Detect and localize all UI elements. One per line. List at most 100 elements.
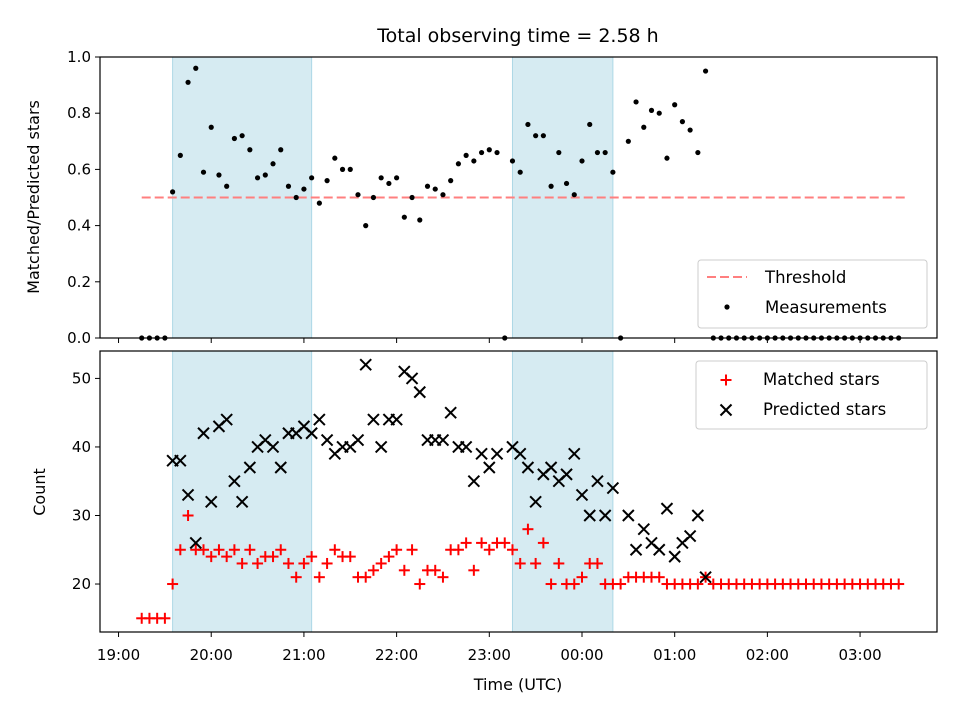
predicted-point — [683, 529, 697, 543]
matched-point — [460, 537, 472, 549]
predicted-point — [367, 413, 380, 426]
measurement-point — [239, 133, 245, 139]
legend-measurements-swatch — [724, 304, 730, 310]
predicted-point — [668, 550, 681, 563]
matched-point — [298, 557, 310, 569]
measurement-point — [533, 133, 539, 139]
measurement-point — [216, 172, 222, 178]
measurement-point — [679, 119, 686, 125]
measurement-point — [309, 175, 315, 181]
measurement-point — [324, 178, 330, 184]
predicted-point — [568, 447, 581, 461]
measurement-point — [656, 110, 662, 116]
bottom-legend: Matched stars Predicted stars — [695, 360, 928, 430]
top-legend-box — [697, 259, 928, 329]
matched-point — [367, 564, 379, 576]
matched-point — [553, 557, 565, 569]
matched-point — [290, 571, 302, 583]
measurement-point — [594, 149, 601, 156]
predicted-point — [467, 475, 481, 488]
legend-predicted-swatch — [719, 403, 733, 417]
measurement-point — [625, 138, 631, 144]
matched-point — [499, 537, 511, 549]
bottom-x-ticks: 19:00 20:00 21:00 22:00 23:00 00:00 01:00 02:00… — [97, 632, 882, 664]
matched-point — [205, 551, 217, 563]
matched-point — [313, 571, 325, 583]
measurement-point — [540, 133, 546, 139]
matched-point — [537, 537, 549, 549]
matched-point — [221, 551, 233, 563]
x-tick-label: 01:00 — [653, 646, 696, 664]
measurement-point — [347, 166, 353, 172]
measurement-point — [386, 180, 392, 187]
measurement-point — [633, 99, 639, 105]
predicted-point — [490, 447, 504, 461]
measurement-point — [494, 149, 500, 156]
bottom-shaded-interval-1 — [172, 350, 313, 633]
x-tick-label: 23:00 — [468, 646, 511, 664]
predicted-point — [274, 461, 287, 474]
measurement-point — [602, 149, 608, 156]
x-tick-label: 02:00 — [746, 646, 789, 664]
measurement-point — [672, 102, 678, 108]
measurement-point — [200, 169, 207, 175]
measurement-point — [641, 124, 647, 130]
measurement-point — [424, 183, 431, 189]
predicted-point — [313, 413, 326, 426]
matched-point — [468, 564, 480, 576]
measurement-point — [664, 155, 670, 161]
matched-point — [375, 557, 387, 569]
measurement-point — [563, 180, 570, 187]
measurement-point — [270, 161, 276, 167]
top-y-axis-label: Matched/Predicted stars — [24, 100, 43, 294]
matched-point — [545, 578, 557, 590]
measurement-point — [231, 135, 238, 142]
measurement-point — [432, 186, 438, 192]
measurement-point — [285, 183, 292, 189]
predicted-point — [181, 488, 195, 502]
matched-point — [514, 557, 526, 569]
bottom-plot-area — [136, 358, 905, 624]
predicted-point — [197, 427, 210, 440]
measurement-point — [463, 152, 469, 158]
top-y-tick-label: 0.8 — [67, 104, 91, 122]
matched-point — [344, 551, 356, 563]
measurement-point — [370, 194, 377, 201]
measurement-point — [417, 217, 423, 223]
predicted-point — [220, 413, 233, 426]
predicted-point — [305, 427, 318, 440]
bottom-panel: 19:00 20:00 21:00 22:00 23:00 00:00 01:00 02:00… — [30, 350, 938, 694]
predicted-point — [320, 433, 334, 447]
predicted-point — [529, 495, 542, 508]
x-tick-label: 21:00 — [282, 646, 325, 664]
matched-point — [360, 571, 372, 583]
matched-point — [506, 544, 518, 556]
top-x-ticks — [118, 338, 861, 343]
measurement-point — [648, 107, 655, 113]
top-y-tick-label: 0.4 — [67, 217, 91, 235]
bottom-y-tick-label: 40 — [72, 438, 91, 456]
measurement-point — [571, 192, 577, 198]
measurement-point — [208, 124, 214, 130]
matched-point — [244, 544, 256, 556]
predicted-point — [583, 509, 596, 522]
matched-point — [213, 544, 225, 556]
measurement-point — [316, 200, 322, 206]
predicted-point — [174, 454, 187, 467]
matched-point — [174, 544, 186, 556]
bottom-y-tick-label: 50 — [72, 369, 91, 387]
legend-x-marker — [719, 403, 733, 417]
predicted-point — [660, 502, 674, 515]
top-y-tick-label: 0.0 — [67, 329, 91, 347]
measurement-point — [262, 172, 268, 178]
measurement-point — [409, 194, 415, 201]
matched-point — [321, 557, 333, 569]
measurement-point — [363, 223, 369, 229]
predicted-point — [243, 461, 257, 474]
legend-matched-swatch — [720, 374, 732, 386]
top-y-axis: 0.0 0.2 0.4 0.6 0.8 1.0 — [67, 48, 100, 347]
matched-point — [653, 571, 665, 583]
matched-point — [398, 564, 410, 576]
predicted-point — [405, 372, 419, 385]
measurement-point — [440, 192, 446, 198]
